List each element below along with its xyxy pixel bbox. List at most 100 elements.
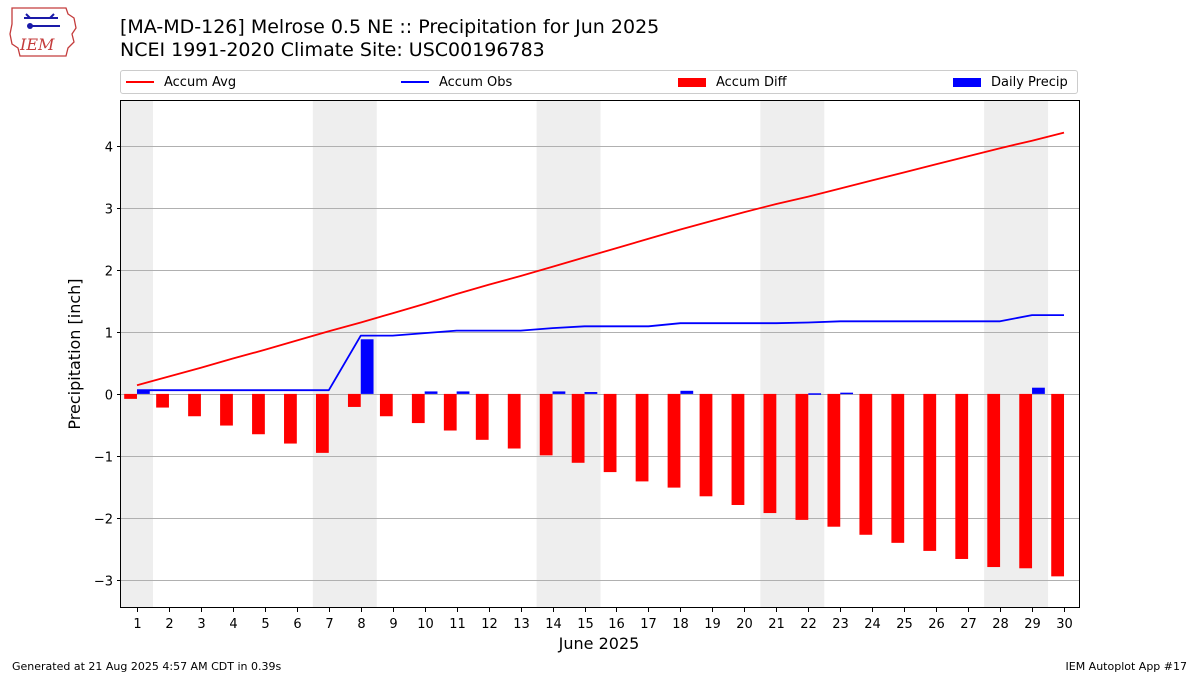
legend-label-accum-avg: Accum Avg	[164, 74, 237, 90]
legend-label-daily-precip: Daily Precip	[991, 74, 1068, 90]
accum-diff-bar	[539, 393, 553, 456]
y-tick-label: −3	[94, 575, 113, 590]
bar-marks	[124, 339, 1065, 577]
y-tick-label: −2	[94, 513, 113, 528]
iem-logo: IEM	[9, 7, 77, 57]
accum-diff-bar	[635, 393, 649, 482]
x-tick-label: 10	[417, 617, 434, 632]
accum-diff-bar	[411, 393, 425, 424]
logo-text: IEM	[19, 35, 55, 54]
x-tick-label: 6	[293, 617, 301, 632]
plot-frame	[120, 100, 1080, 608]
accum-diff-bar	[124, 393, 137, 399]
x-tick-label: 19	[704, 617, 721, 632]
x-axis-ticks: 1 2 3 4 5 6 7 8 9 10 11 12 13 14 15 16 17 18 19 20 21 22 23 24 2…	[133, 608, 1073, 632]
y-tick-label: 3	[105, 203, 113, 218]
accum-diff-bar	[795, 393, 809, 520]
accum-diff-bar	[379, 393, 393, 417]
accum-diff-bar	[859, 393, 873, 535]
x-tick-label: 13	[513, 617, 530, 632]
daily-precip-bar	[584, 392, 598, 394]
weekend-band	[760, 101, 825, 608]
accum-diff-bar	[827, 393, 841, 527]
x-tick-label: 17	[640, 617, 657, 632]
x-tick-label: 22	[800, 617, 817, 632]
chart-legend: Accum Avg Accum Obs Accum Diff Daily Pre…	[120, 70, 1078, 94]
accum-diff-bar	[1051, 393, 1065, 577]
accum-diff-bar	[571, 393, 585, 463]
accum-diff-bar	[955, 393, 969, 559]
x-tick-label: 14	[545, 617, 562, 632]
x-tick-label: 21	[768, 617, 785, 632]
x-tick-label: 9	[389, 617, 397, 632]
legend-label-accum-obs: Accum Obs	[439, 74, 513, 90]
x-tick-label: 30	[1056, 617, 1073, 632]
x-tick-label: 4	[229, 617, 237, 632]
sensor-dot-icon	[27, 23, 33, 29]
y-tick-label: 2	[105, 265, 113, 280]
x-tick-label: 5	[261, 617, 269, 632]
y-tick-label: 4	[105, 141, 113, 156]
accum-diff-bar	[284, 393, 297, 444]
y-tick-label: 1	[105, 327, 113, 342]
daily-precip-bar	[360, 339, 374, 394]
legend-label-accum-diff: Accum Diff	[716, 74, 787, 90]
accum-diff-bar	[891, 393, 905, 543]
x-tick-label: 7	[325, 617, 333, 632]
x-tick-label: 29	[1024, 617, 1041, 632]
y-axis-label: Precipitation [inch]	[65, 278, 84, 429]
daily-precip-bar	[680, 390, 694, 394]
x-tick-label: 16	[608, 617, 625, 632]
x-tick-label: 3	[197, 617, 205, 632]
accum-diff-bar	[731, 393, 745, 505]
x-tick-label: 18	[672, 617, 689, 632]
legend-swatch-accum-diff	[678, 77, 706, 87]
accum-diff-bar	[220, 393, 233, 426]
x-tick-label: 20	[736, 617, 753, 632]
accum-diff-bar	[188, 393, 201, 417]
accum-diff-bar	[156, 393, 169, 408]
daily-precip-bar	[424, 391, 438, 394]
x-tick-label: 8	[357, 617, 365, 632]
y-tick-label: −1	[94, 451, 113, 466]
accum-avg-line	[136, 131, 1065, 387]
x-axis-label: June 2025	[558, 634, 640, 653]
y-axis-ticks: −3 −2 −1 0 1 2 3 4	[94, 141, 121, 590]
accum-diff-bar	[475, 393, 489, 440]
x-tick-label: 2	[165, 617, 173, 632]
accum-diff-bar	[507, 393, 521, 449]
footer-app-text: IEM Autoplot App #17	[1065, 660, 1188, 673]
state-outline-shape	[9, 7, 77, 57]
legend-swatch-daily-precip	[953, 77, 981, 87]
accum-diff-bar	[923, 393, 937, 551]
accum-diff-bar	[252, 393, 265, 435]
legend-swatch-accum-obs	[401, 81, 429, 83]
legend-item-daily-precip: Daily Precip	[953, 71, 1068, 93]
x-tick-label: 15	[577, 617, 594, 632]
x-tick-label: 23	[832, 617, 849, 632]
x-tick-label: 28	[992, 617, 1009, 632]
y-tick-label: 0	[105, 389, 113, 404]
accum-diff-bar	[443, 393, 457, 431]
accum-diff-bar	[699, 393, 713, 497]
x-tick-label: 12	[481, 617, 498, 632]
accum-diff-bar	[667, 393, 681, 488]
accum-diff-bar	[987, 393, 1001, 568]
weekend-bands	[121, 101, 1049, 608]
daily-precip-bar	[552, 391, 566, 394]
x-tick-label: 27	[960, 617, 977, 632]
accum-diff-bar	[315, 393, 329, 453]
chart-title: [MA-MD-126] Melrose 0.5 NE :: Precipitat…	[120, 16, 660, 38]
x-tick-label: 24	[864, 617, 881, 632]
accum-diff-bar	[1019, 393, 1033, 569]
x-tick-label: 11	[449, 617, 466, 632]
legend-swatch-accum-avg	[126, 81, 154, 83]
legend-item-accum-avg: Accum Avg	[126, 71, 236, 93]
line-marks	[136, 131, 1065, 392]
x-tick-label: 1	[133, 617, 141, 632]
x-tick-label: 26	[928, 617, 945, 632]
weekend-band	[536, 101, 601, 608]
legend-item-accum-diff: Accum Diff	[678, 71, 787, 93]
accum-diff-bar	[763, 393, 777, 514]
